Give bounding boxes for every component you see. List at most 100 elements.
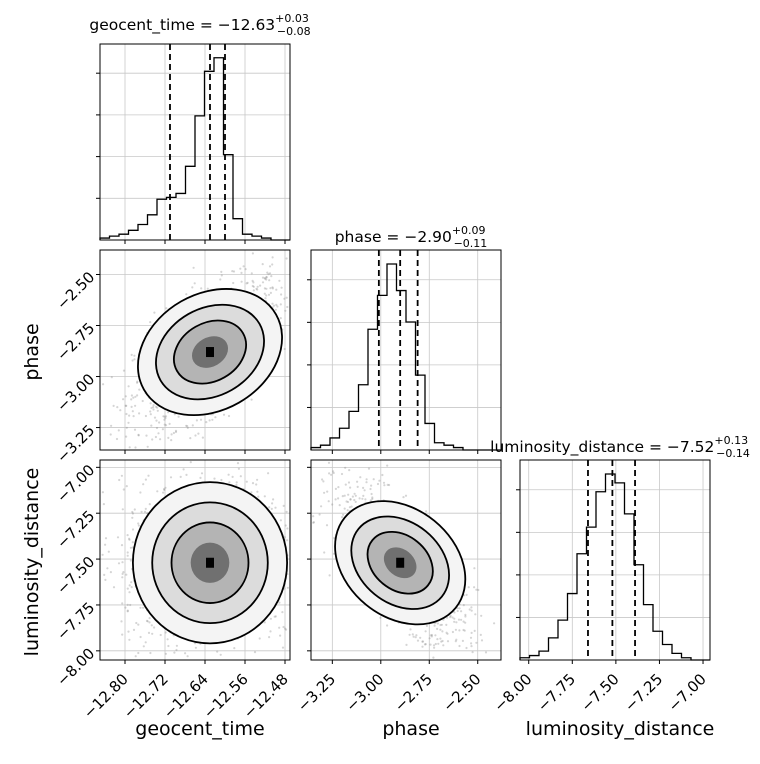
scatter-point [454,628,457,631]
scatter-point [142,645,145,648]
scatter-point [284,628,288,631]
scatter-point [268,279,271,282]
scatter-point [361,497,364,500]
scatter-point [251,482,255,485]
scatter-point [159,438,162,441]
scatter-point [285,510,288,513]
scatter-point [154,435,157,439]
scatter-point [433,624,436,627]
scatter-point [460,618,463,621]
scatter-point [192,266,195,269]
scatter-point [131,359,134,362]
scatter-point [458,629,461,632]
scatter-point [128,537,131,540]
scatter-point [437,642,440,645]
scatter-point [268,265,272,268]
scatter-point [341,495,344,498]
scatter-point [267,293,271,296]
scatter-point [379,616,382,619]
scatter-point [126,534,129,537]
scatter-point [231,475,234,478]
scatter-point [199,418,203,421]
scatter-point [286,527,289,530]
scatter-point [147,631,151,635]
scatter-point [121,572,124,576]
scatter-point [440,640,443,643]
scatter-point [167,436,170,439]
title-luminosity_distance: luminosity_distance = −7.52+0.13 −0.14 [490,434,750,460]
scatter-point [446,632,449,635]
scatter-point [493,622,496,625]
scatter-point [170,433,173,436]
scatter-point [458,607,461,610]
title-phase: phase = −2.90+0.09 −0.11 [335,224,488,250]
scatter-point [104,543,107,546]
scatter-point [122,488,125,491]
scatter-point [147,474,150,477]
scatter-point [131,541,134,544]
scatter-point [136,380,139,383]
scatter-point [353,498,356,502]
scatter-point [362,486,365,489]
scatter-point [236,462,240,465]
scatter-point [270,507,273,510]
scatter-point [109,571,112,574]
scatter-point [146,620,149,623]
scatter-point [462,604,465,607]
scatter-point [279,519,282,522]
scatter-point [155,419,158,422]
scatter-point [345,500,348,503]
scatter-point [133,358,136,361]
scatter-point [269,617,272,620]
scatter-point [121,633,124,636]
scatter-point [286,586,289,589]
scatter-point [120,544,124,547]
scatter-point [220,478,223,482]
scatter-point [139,606,142,609]
scatter-point [129,546,132,549]
scatter-point [107,550,110,553]
scatter-point [128,638,131,641]
panel-background [311,250,501,450]
scatter-point [233,647,236,650]
scatter-point [240,280,243,283]
scatter-point [265,287,268,290]
scatter-point [276,305,279,308]
scatter-point [164,415,168,418]
panel-frame [310,249,502,451]
scatter-point [240,271,243,274]
scatter-point [142,606,145,609]
scatter-point [279,317,282,320]
scatter-point [327,500,330,503]
tick-label-y-phase: −3.00 [53,370,98,415]
density-peak [206,557,214,568]
scatter-point [465,593,468,597]
scatter-point [191,286,194,289]
panel-frame [310,459,502,661]
scatter-point [156,490,159,493]
scatter-point [471,651,474,654]
scatter-point [432,656,435,659]
scatter-point [285,257,288,260]
scatter-point [163,488,166,492]
scatter-point [284,627,287,630]
scatter-point [334,498,337,501]
axis-label-y-luminosity_distance: luminosity_distance [21,468,43,657]
scatter-point [261,276,265,279]
scatter-point [349,486,352,489]
scatter-point [421,640,425,643]
scatter-point [134,395,137,398]
scatter-point [115,437,119,441]
scatter-point [454,640,457,643]
scatter-point [265,294,268,297]
scatter-point [261,263,264,266]
scatter-point [383,484,386,487]
scatter-point [265,275,268,279]
scatter-point [320,505,323,508]
scatter-point [220,270,223,273]
scatter-point [323,551,326,554]
scatter-point [263,292,266,295]
scatter-point [164,417,167,420]
scatter-point [237,467,240,470]
